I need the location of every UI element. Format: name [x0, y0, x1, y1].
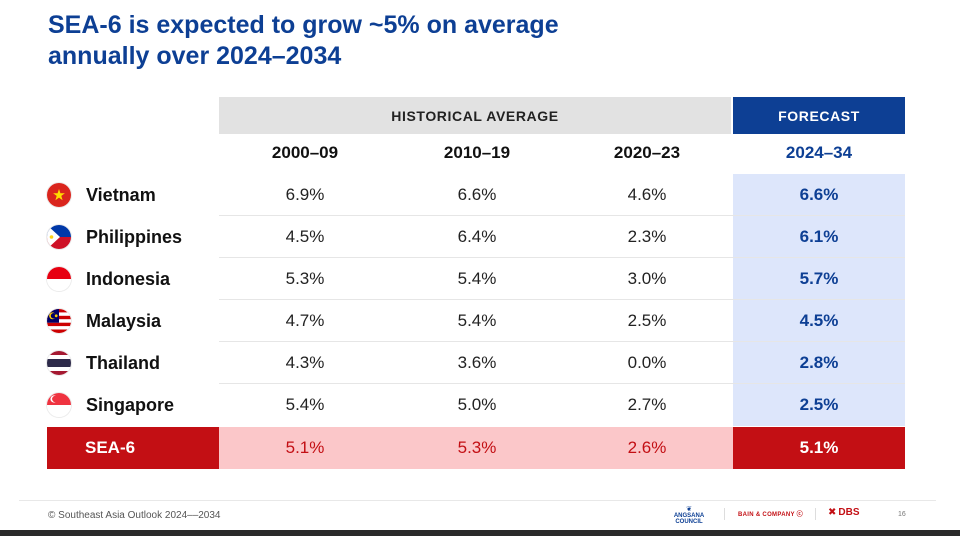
dbs-logo: ✖ DBS	[828, 507, 860, 518]
country-name: Singapore	[86, 394, 175, 415]
footer-divider	[19, 500, 936, 501]
malaysia-flag-icon	[47, 309, 71, 333]
forecast-header: FORECAST	[733, 97, 905, 134]
angsana-logo-text-1: ANGSANA	[673, 513, 705, 519]
slide-title-line-1: SEA-6 is expected to grow ~5% on average	[48, 11, 559, 39]
country-name: Indonesia	[86, 268, 171, 289]
period-header-2020-23: 2020–23	[613, 143, 681, 162]
sea6-total-label: SEA-6	[47, 427, 219, 469]
value-2020-23: 2.5%	[627, 311, 667, 330]
value-2020-23: 2.7%	[627, 395, 667, 414]
copyright-text: © Southeast Asia Outlook 2024––2034	[48, 510, 221, 521]
country-cell: Thailand	[47, 342, 219, 384]
table-row: Indonesia 5.3% 5.4% 3.0% 5.7%	[47, 258, 905, 300]
table-row: Thailand 4.3% 3.6% 0.0% 2.8%	[47, 342, 905, 384]
value-2010-19: 5.4%	[457, 269, 497, 288]
logo-separator	[815, 508, 816, 520]
table-row: Philippines 4.5% 6.4% 2.3% 6.1%	[47, 216, 905, 258]
value-2000-09: 4.5%	[285, 227, 325, 246]
country-name: Vietnam	[86, 184, 156, 205]
value-2000-09: 4.7%	[285, 311, 325, 330]
sea6-value-2020-23: 2.6%	[627, 438, 667, 457]
sea6-forecast-value: 5.1%	[733, 427, 905, 469]
forecast-value: 5.7%	[799, 269, 839, 288]
logo-separator	[724, 508, 725, 520]
angsana-council-logo: ❦ ANGSANA COUNCIL	[668, 506, 710, 525]
dbs-star-icon: ✖	[828, 507, 837, 518]
value-2020-23: 2.3%	[627, 227, 667, 246]
slide-title-line-2: annually over 2024–2034	[48, 42, 342, 70]
country-cell: Vietnam	[47, 174, 219, 216]
forecast-value: 4.5%	[799, 311, 839, 330]
historical-average-header: HISTORICAL AVERAGE	[219, 97, 731, 134]
country-cell: Malaysia	[47, 300, 219, 342]
dbs-logo-text: DBS	[838, 507, 860, 518]
country-cell: Indonesia	[47, 258, 219, 300]
value-2000-09: 6.9%	[285, 185, 325, 204]
table-row: Malaysia 4.7% 5.4% 2.5% 4.5%	[47, 300, 905, 342]
country-cell: Singapore	[47, 384, 219, 426]
table-row: Vietnam 6.9% 6.6% 4.6% 6.6%	[47, 174, 905, 216]
indonesia-flag-icon	[47, 267, 71, 291]
vietnam-flag-icon	[47, 183, 71, 207]
sea6-value-2010-19: 5.3%	[457, 438, 497, 457]
value-2020-23: 4.6%	[627, 185, 667, 204]
value-2000-09: 5.4%	[285, 395, 325, 414]
forecast-value: 6.1%	[799, 227, 839, 246]
sea6-historical-band	[219, 427, 733, 469]
angsana-logo-text-2: COUNCIL	[675, 519, 703, 525]
angsana-leaf-icon: ❦	[686, 506, 692, 513]
country-cell: Philippines	[47, 216, 219, 258]
country-name: Philippines	[86, 226, 183, 247]
forecast-value: 2.5%	[799, 395, 839, 414]
page-number: 16	[898, 511, 906, 518]
forecast-column-band	[733, 174, 905, 426]
sea6-value-2000-09: 5.1%	[285, 438, 325, 457]
bain-logo: BAIN & COMPANY ⓒ	[738, 512, 803, 518]
country-name: Malaysia	[86, 310, 162, 331]
value-2010-19: 3.6%	[457, 353, 497, 372]
value-2010-19: 5.4%	[457, 311, 497, 330]
period-header-2000-09: 2000–09	[271, 143, 339, 162]
forecast-value: 2.8%	[799, 353, 839, 372]
value-2010-19: 6.4%	[457, 227, 497, 246]
value-2010-19: 5.0%	[457, 395, 497, 414]
singapore-flag-icon	[47, 393, 71, 417]
value-2000-09: 4.3%	[285, 353, 325, 372]
value-2020-23: 3.0%	[627, 269, 667, 288]
value-2000-09: 5.3%	[285, 269, 325, 288]
bottom-dark-bar	[0, 530, 960, 536]
philippines-flag-icon	[47, 225, 71, 249]
thailand-flag-icon	[47, 351, 71, 375]
slide-title: SEA-6 is expected to grow ~5% on average…	[48, 10, 748, 72]
value-2010-19: 6.6%	[457, 185, 497, 204]
forecast-value: 6.6%	[799, 185, 839, 204]
period-header-2024-34: 2024–34	[785, 143, 853, 162]
table-row: Singapore 5.4% 5.0% 2.7% 2.5%	[47, 384, 905, 426]
value-2020-23: 0.0%	[627, 353, 667, 372]
country-name: Thailand	[86, 352, 161, 373]
period-header-2010-19: 2010–19	[443, 143, 511, 162]
